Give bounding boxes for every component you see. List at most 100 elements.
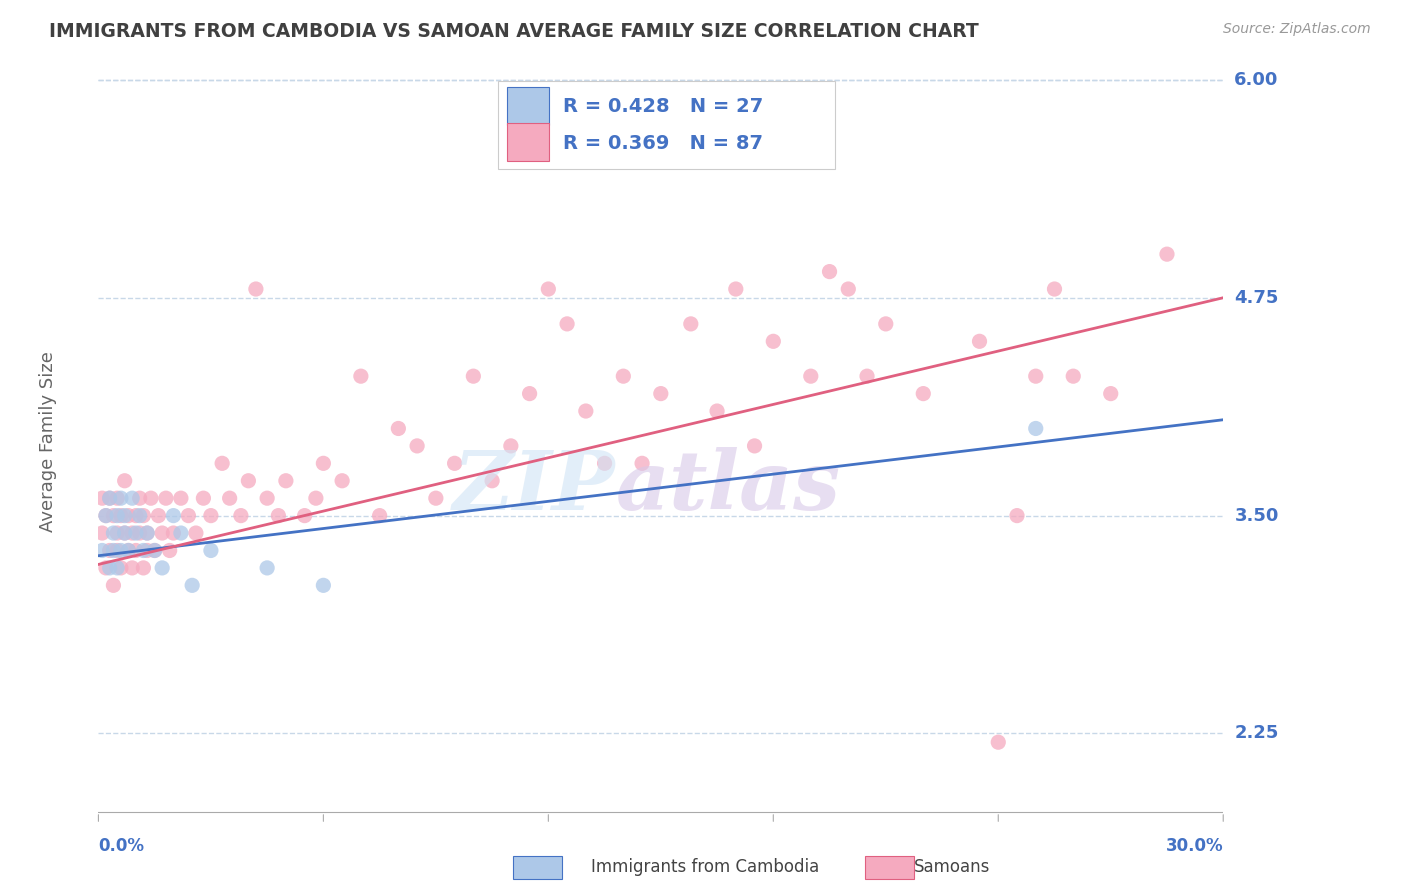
Point xyxy=(103,508,125,523)
Point xyxy=(406,439,429,453)
Point xyxy=(762,334,785,349)
Point xyxy=(724,282,747,296)
Text: Average Family Size: Average Family Size xyxy=(39,351,56,532)
Point xyxy=(132,543,155,558)
Point xyxy=(128,526,150,541)
Point xyxy=(1025,421,1047,435)
Point xyxy=(105,491,128,506)
Point xyxy=(121,491,143,506)
Point xyxy=(98,561,121,575)
Point xyxy=(121,561,143,575)
Point xyxy=(238,474,260,488)
Point xyxy=(200,543,222,558)
Point xyxy=(312,578,335,592)
Point xyxy=(136,526,159,541)
Point xyxy=(170,526,193,541)
FancyBboxPatch shape xyxy=(506,87,550,125)
Point xyxy=(1099,386,1122,401)
Point xyxy=(150,526,173,541)
Point xyxy=(148,508,170,523)
Point xyxy=(537,282,560,296)
Point xyxy=(267,508,290,523)
Point xyxy=(110,561,132,575)
Point xyxy=(98,491,121,506)
Point xyxy=(631,456,654,470)
Point xyxy=(114,526,136,541)
Point xyxy=(193,491,215,506)
Point xyxy=(103,526,125,541)
Point xyxy=(105,561,128,575)
Point xyxy=(519,386,541,401)
Point xyxy=(211,456,233,470)
Point xyxy=(875,317,897,331)
Point xyxy=(575,404,598,418)
Point xyxy=(837,282,859,296)
Point xyxy=(94,508,117,523)
Point xyxy=(744,439,766,453)
Point xyxy=(969,334,991,349)
Point xyxy=(159,543,181,558)
Point xyxy=(425,491,447,506)
Point xyxy=(256,561,278,575)
Point xyxy=(91,491,114,506)
Point xyxy=(105,526,128,541)
Point xyxy=(105,508,128,523)
Point xyxy=(128,491,150,506)
Point xyxy=(499,439,522,453)
Point xyxy=(105,543,128,558)
Point xyxy=(117,543,139,558)
Point xyxy=(132,508,155,523)
Point xyxy=(91,543,114,558)
Point xyxy=(612,369,634,384)
Point xyxy=(139,491,162,506)
Text: Immigrants from Cambodia: Immigrants from Cambodia xyxy=(591,858,818,876)
Point xyxy=(256,491,278,506)
Point xyxy=(125,543,148,558)
Point xyxy=(330,474,353,488)
Point xyxy=(1062,369,1084,384)
Point xyxy=(125,526,148,541)
Text: R = 0.369   N = 87: R = 0.369 N = 87 xyxy=(562,134,763,153)
Point xyxy=(132,561,155,575)
Point xyxy=(136,526,159,541)
Point xyxy=(593,456,616,470)
Point xyxy=(110,491,132,506)
Point xyxy=(818,264,841,278)
Point xyxy=(218,491,240,506)
Point xyxy=(443,456,465,470)
Point xyxy=(117,508,139,523)
Point xyxy=(481,474,503,488)
Text: 6.00: 6.00 xyxy=(1234,70,1278,89)
Point xyxy=(128,508,150,523)
FancyBboxPatch shape xyxy=(498,81,835,169)
Point xyxy=(117,543,139,558)
Point xyxy=(274,474,297,488)
Text: 2.25: 2.25 xyxy=(1234,724,1278,742)
Point xyxy=(463,369,485,384)
Text: R = 0.428   N = 27: R = 0.428 N = 27 xyxy=(562,97,763,116)
Point xyxy=(110,508,132,523)
Point xyxy=(143,543,166,558)
Point xyxy=(245,282,267,296)
Point xyxy=(1156,247,1178,261)
Point xyxy=(98,543,121,558)
Point xyxy=(229,508,252,523)
Text: IMMIGRANTS FROM CAMBODIA VS SAMOAN AVERAGE FAMILY SIZE CORRELATION CHART: IMMIGRANTS FROM CAMBODIA VS SAMOAN AVERA… xyxy=(49,22,979,41)
Point xyxy=(114,508,136,523)
Point xyxy=(110,543,132,558)
Point xyxy=(294,508,316,523)
Point xyxy=(155,491,177,506)
Point xyxy=(555,317,578,331)
Point xyxy=(125,508,148,523)
Point xyxy=(387,421,409,435)
Point xyxy=(114,526,136,541)
Point xyxy=(350,369,373,384)
Point xyxy=(650,386,672,401)
Text: Samoans: Samoans xyxy=(914,858,990,876)
Point xyxy=(162,526,184,541)
Point xyxy=(150,561,173,575)
Point xyxy=(114,474,136,488)
Text: ZIP: ZIP xyxy=(453,447,616,527)
Point xyxy=(912,386,935,401)
Point xyxy=(1005,508,1028,523)
